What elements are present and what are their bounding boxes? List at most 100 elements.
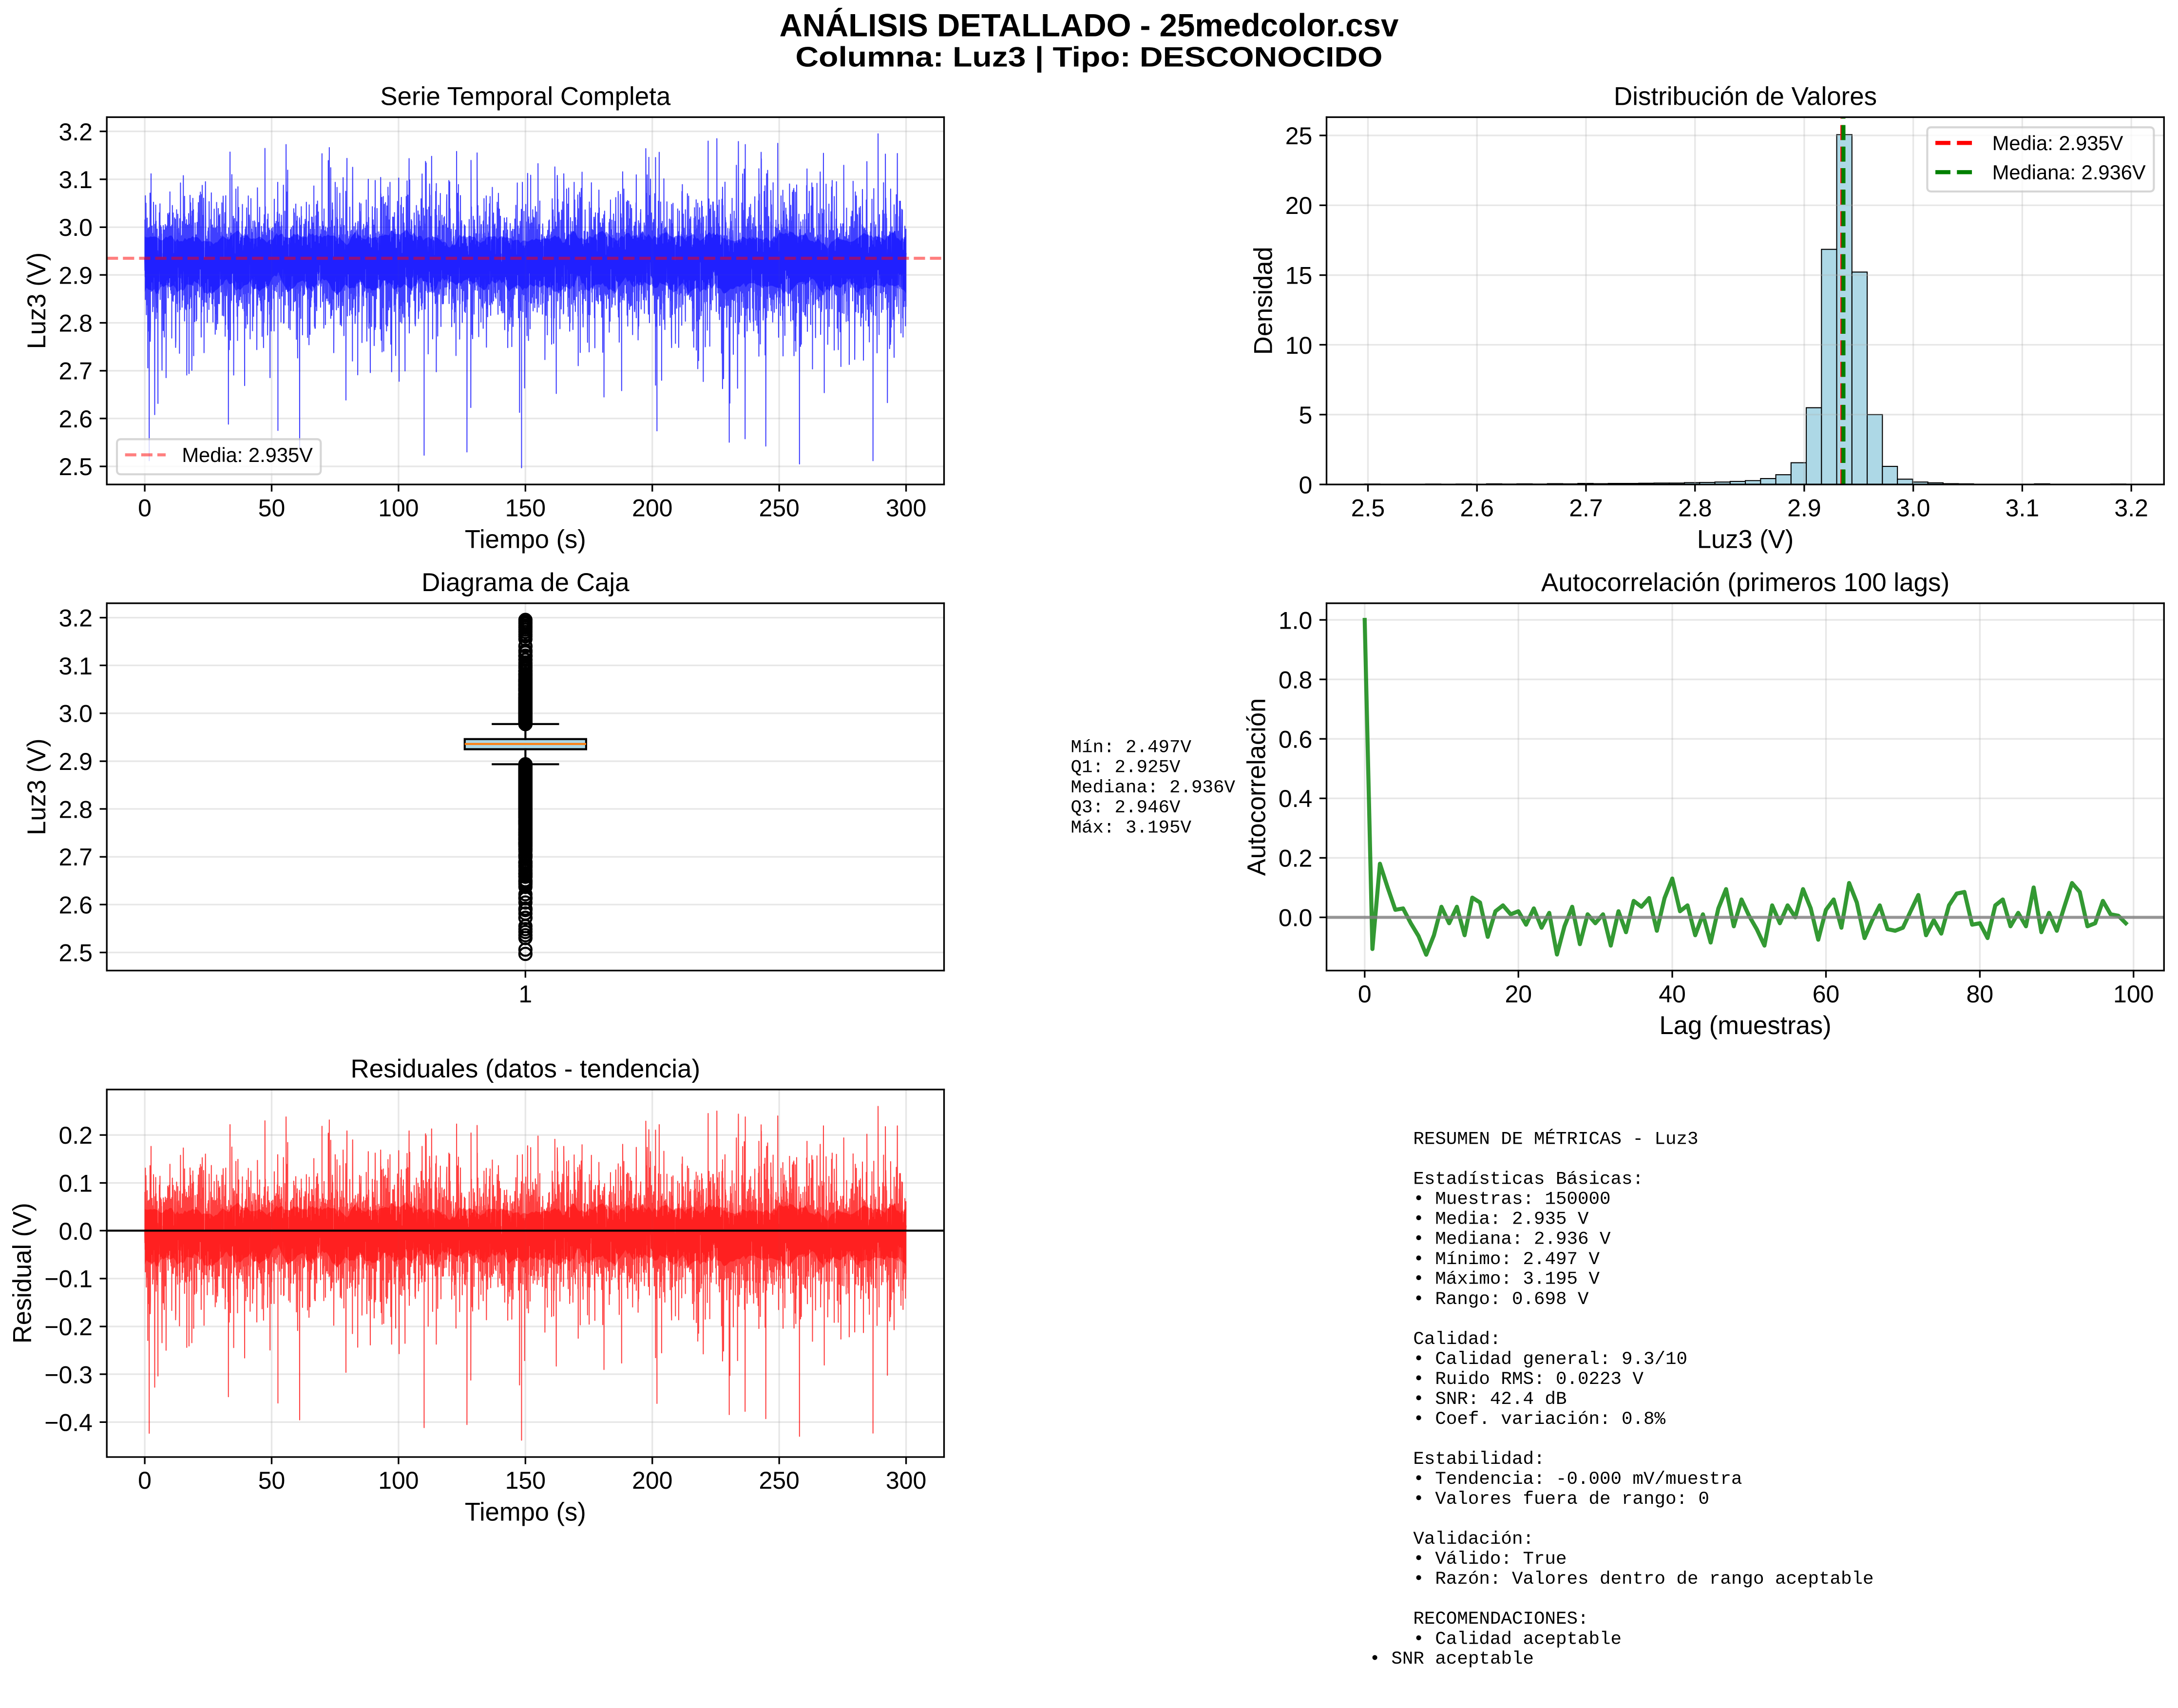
svg-text:3.1: 3.1: [58, 652, 93, 680]
svg-text:Tiempo (s): Tiempo (s): [465, 525, 586, 554]
svg-text:100: 100: [378, 1467, 419, 1494]
svg-text:0.0: 0.0: [1279, 904, 1313, 931]
svg-text:Distribución de Valores: Distribución de Valores: [1614, 82, 1877, 111]
svg-text:• Válido: True: • Válido: True: [1413, 1549, 1567, 1570]
svg-text:Diagrama de Caja: Diagrama de Caja: [421, 568, 630, 597]
svg-text:2.6: 2.6: [1460, 495, 1494, 522]
svg-text:150: 150: [505, 495, 546, 522]
svg-text:200: 200: [632, 1467, 672, 1494]
svg-text:Luz3 (V): Luz3 (V): [22, 252, 51, 349]
svg-text:3.0: 3.0: [58, 700, 93, 728]
svg-text:2.8: 2.8: [58, 309, 93, 337]
svg-text:Estadísticas Básicas:: Estadísticas Básicas:: [1413, 1170, 1643, 1190]
svg-text:200: 200: [632, 495, 672, 522]
svg-text:2.6: 2.6: [58, 892, 93, 919]
svg-text:Q1: 2.925V: Q1: 2.925V: [1071, 758, 1181, 778]
svg-text:2.6: 2.6: [58, 405, 93, 433]
svg-text:100: 100: [2113, 980, 2154, 1008]
svg-text:Residual (V): Residual (V): [8, 1203, 37, 1343]
svg-text:3.0: 3.0: [58, 214, 93, 241]
svg-text:20: 20: [1505, 980, 1532, 1008]
svg-text:20: 20: [1285, 192, 1313, 219]
svg-text:0: 0: [1299, 472, 1313, 499]
svg-text:• Calidad general: 9.3/10: • Calidad general: 9.3/10: [1413, 1349, 1687, 1370]
svg-text:60: 60: [1813, 980, 1840, 1008]
svg-text:2.9: 2.9: [1787, 495, 1821, 522]
svg-text:40: 40: [1659, 980, 1686, 1008]
svg-text:−0.4: −0.4: [44, 1409, 93, 1436]
svg-text:0: 0: [138, 495, 152, 522]
svg-text:0: 0: [1358, 980, 1372, 1008]
svg-text:0.1: 0.1: [58, 1170, 93, 1197]
svg-text:80: 80: [1967, 980, 1994, 1008]
svg-text:3.1: 3.1: [58, 166, 93, 193]
svg-text:25: 25: [1285, 122, 1313, 150]
svg-text:2.7: 2.7: [58, 358, 93, 385]
svg-text:• SNR aceptable: • SNR aceptable: [1369, 1649, 1534, 1670]
svg-text:• Mediana: 2.936 V: • Mediana: 2.936 V: [1413, 1229, 1611, 1249]
svg-text:Q3: 2.946V: Q3: 2.946V: [1071, 798, 1181, 818]
svg-text:• Mínimo: 2.497 V: • Mínimo: 2.497 V: [1413, 1249, 1600, 1270]
svg-text:Lag (muestras): Lag (muestras): [1660, 1011, 1832, 1040]
svg-text:1: 1: [518, 980, 532, 1008]
svg-text:50: 50: [258, 495, 286, 522]
svg-text:2.8: 2.8: [58, 796, 93, 823]
svg-text:Serie Temporal Completa: Serie Temporal Completa: [380, 82, 671, 111]
svg-text:ANÁLISIS DETALLADO - 25medcolo: ANÁLISIS DETALLADO - 25medcolor.csv: [780, 8, 1399, 43]
svg-text:−0.2: −0.2: [44, 1313, 93, 1341]
svg-text:Residuales (datos - tendencia): Residuales (datos - tendencia): [351, 1055, 701, 1083]
svg-text:50: 50: [258, 1467, 286, 1494]
svg-text:150: 150: [505, 1467, 546, 1494]
svg-text:Mediana: 2.936V: Mediana: 2.936V: [1992, 161, 2146, 184]
svg-text:Columna: Luz3 | Tipo: DESCONOC: Columna: Luz3 | Tipo: DESCONOCIDO: [796, 42, 1383, 73]
svg-text:100: 100: [378, 495, 419, 522]
svg-text:0.0: 0.0: [58, 1218, 93, 1245]
svg-text:2.9: 2.9: [58, 262, 93, 289]
svg-text:Luz3 (V): Luz3 (V): [22, 739, 51, 835]
svg-text:Densidad: Densidad: [1249, 247, 1278, 355]
svg-text:2.9: 2.9: [58, 748, 93, 775]
svg-text:10: 10: [1285, 332, 1313, 359]
svg-text:15: 15: [1285, 262, 1313, 289]
svg-text:• Ruido RMS: 0.0223 V: • Ruido RMS: 0.0223 V: [1413, 1369, 1643, 1390]
svg-text:1.0: 1.0: [1279, 607, 1313, 634]
svg-text:3.0: 3.0: [1896, 495, 1930, 522]
svg-text:Validación:: Validación:: [1413, 1529, 1534, 1550]
svg-text:Autocorrelación: Autocorrelación: [1242, 698, 1271, 876]
svg-text:• SNR: 42.4 dB: • SNR: 42.4 dB: [1413, 1389, 1567, 1410]
svg-text:• Razón: Valores dentro de ran: • Razón: Valores dentro de rango aceptab…: [1413, 1569, 1873, 1590]
svg-text:0.2: 0.2: [58, 1122, 93, 1149]
svg-text:5: 5: [1299, 402, 1313, 429]
svg-text:• Rango: 0.698 V: • Rango: 0.698 V: [1413, 1289, 1589, 1310]
svg-text:3.2: 3.2: [58, 604, 93, 632]
svg-text:2.8: 2.8: [1678, 495, 1712, 522]
svg-text:3.2: 3.2: [2114, 495, 2148, 522]
svg-text:Máx: 3.195V: Máx: 3.195V: [1071, 818, 1192, 838]
svg-text:RECOMENDACIONES:: RECOMENDACIONES:: [1413, 1609, 1588, 1630]
svg-text:300: 300: [886, 1467, 926, 1494]
svg-text:2.5: 2.5: [1351, 495, 1385, 522]
svg-text:• Tendencia: -0.000 mV/muestra: • Tendencia: -0.000 mV/muestra: [1413, 1469, 1742, 1490]
svg-text:0.4: 0.4: [1279, 785, 1313, 812]
svg-text:3.2: 3.2: [58, 118, 93, 146]
svg-text:Tiempo (s): Tiempo (s): [465, 1497, 586, 1526]
svg-text:250: 250: [759, 1467, 799, 1494]
svg-text:• Muestras: 150000: • Muestras: 150000: [1413, 1189, 1610, 1209]
svg-text:• Calidad aceptable: • Calidad aceptable: [1413, 1629, 1622, 1650]
svg-text:0.2: 0.2: [1279, 844, 1313, 872]
svg-text:2.7: 2.7: [1569, 495, 1603, 522]
svg-text:• Coef. variación: 0.8%: • Coef. variación: 0.8%: [1413, 1409, 1665, 1430]
svg-text:0.8: 0.8: [1279, 667, 1313, 694]
svg-text:RESUMEN DE MÉTRICAS - Luz3: RESUMEN DE MÉTRICAS - Luz3: [1413, 1129, 1698, 1150]
svg-text:2.5: 2.5: [58, 453, 93, 480]
svg-text:Mediana: 2.936V: Mediana: 2.936V: [1071, 778, 1236, 798]
svg-text:3.1: 3.1: [2006, 495, 2040, 522]
svg-text:0: 0: [138, 1467, 152, 1494]
svg-text:Mín: 2.497V: Mín: 2.497V: [1071, 737, 1192, 758]
svg-text:Luz3 (V): Luz3 (V): [1697, 525, 1794, 554]
svg-text:Estabilidad:: Estabilidad:: [1413, 1449, 1545, 1470]
svg-text:• Máximo: 3.195 V: • Máximo: 3.195 V: [1413, 1269, 1600, 1290]
svg-text:−0.1: −0.1: [44, 1266, 93, 1293]
svg-text:Autocorrelación (primeros 100: Autocorrelación (primeros 100 lags): [1541, 568, 1949, 597]
svg-text:−0.3: −0.3: [44, 1361, 93, 1388]
